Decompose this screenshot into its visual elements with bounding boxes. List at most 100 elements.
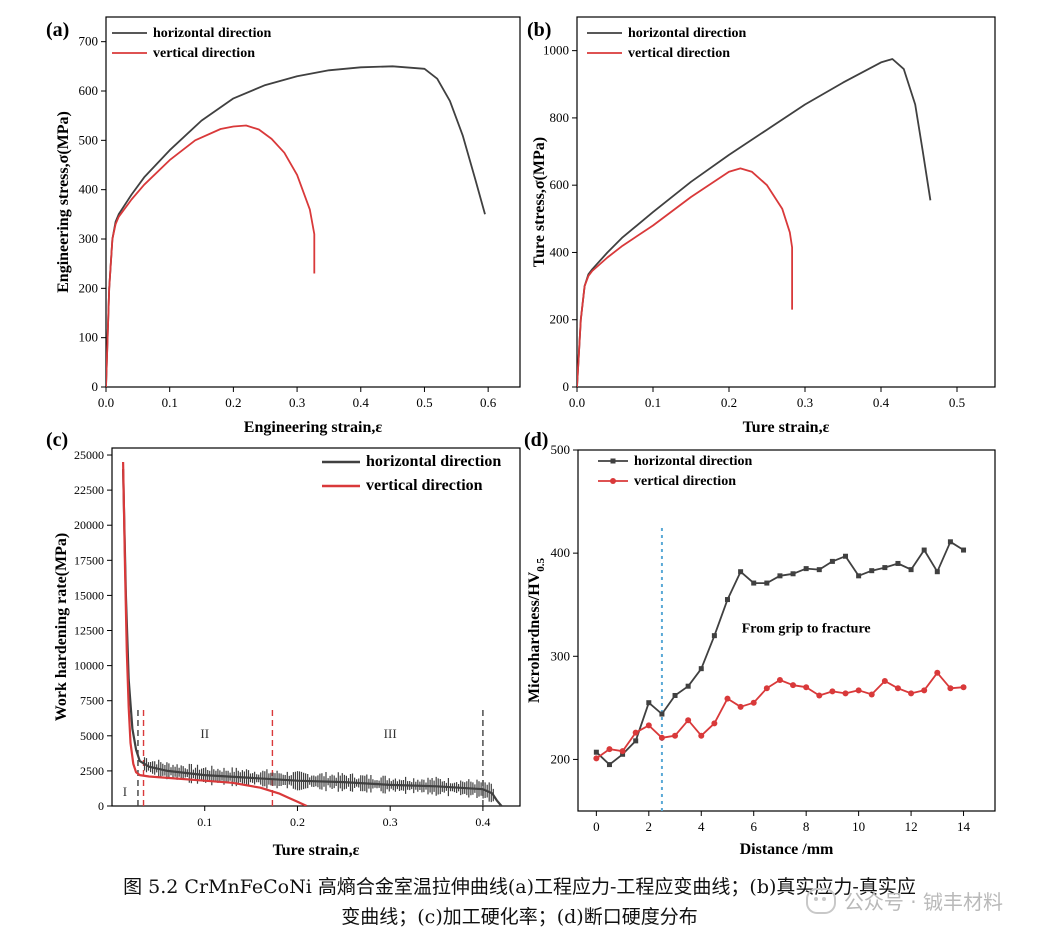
legend-marker-square (610, 458, 616, 464)
data-point-square (764, 580, 770, 586)
plot-frame (105, 16, 521, 388)
x-tick-label: 4 (698, 819, 705, 834)
data-point-circle (763, 685, 770, 692)
annotation-text: From grip to fracture (742, 622, 871, 637)
y-tick-label: 12500 (74, 624, 104, 638)
x-axis-label: Distance /mm (740, 841, 834, 858)
legend-label: vertical direction (366, 477, 483, 494)
y-tick-label: 17500 (74, 553, 104, 567)
y-tick-label: 500 (79, 132, 99, 147)
y-tick-label: 500 (551, 442, 571, 457)
data-point-circle (632, 729, 639, 736)
data-point-circle (855, 687, 862, 694)
y-tick-label: 300 (79, 231, 99, 246)
data-point-square (908, 567, 914, 573)
y-tick-label: 5000 (80, 729, 104, 743)
x-tick-label: 0.3 (383, 815, 398, 829)
data-point-circle (645, 722, 652, 729)
watermark-text: 公众号 · 铖丰材料 (843, 890, 1003, 914)
data-point-circle (894, 685, 901, 692)
y-tick-label: 400 (551, 545, 571, 560)
chart-panel-3: (c) 0.1 0.2 0.3 0.4 0 2500 5000 7500 10000 12500 15… (46, 429, 521, 859)
legend-label: vertical direction (634, 474, 736, 489)
data-point-circle (881, 678, 888, 685)
legend-marker-circle (610, 478, 616, 484)
data-point-circle (947, 685, 954, 692)
stage-label: I (123, 784, 127, 799)
data-point-circle (619, 748, 626, 755)
y-tick-label: 600 (550, 177, 570, 192)
series-line-2 (595, 671, 964, 760)
y-tick-label: 2500 (80, 764, 104, 778)
x-tick-label: 0 (593, 819, 600, 834)
wechat-icon (805, 887, 836, 914)
y-tick-label: 200 (550, 312, 570, 327)
series-line-2 (122, 461, 308, 806)
x-tick-label: 0.4 (475, 815, 490, 829)
x-tick-label: 12 (905, 819, 918, 834)
data-point-circle (816, 692, 823, 699)
caption-line-2: 变曲线；(c)加工硬化率；(d)断口硬度分布 (341, 906, 698, 928)
series-line-2 (106, 124, 316, 387)
data-point-circle (606, 746, 613, 753)
legend-label: horizontal direction (366, 453, 501, 470)
y-tick-label: 25000 (74, 448, 104, 462)
panel-label: (d) (524, 429, 548, 451)
data-point-circle (737, 703, 744, 710)
stage-label: III (384, 726, 397, 741)
data-point-square (921, 547, 927, 553)
legend-label: horizontal direction (634, 454, 753, 469)
x-tick-label: 0.1 (197, 815, 212, 829)
data-point-circle (698, 732, 705, 739)
data-point-square (659, 711, 665, 717)
stage-label: II (200, 726, 209, 741)
x-tick-label: 0.4 (353, 395, 370, 410)
figure-caption: 图 5.2 CrMnFeCoNi 高熵合金室温拉伸曲线(a)工程应力-工程应变曲… (0, 872, 1039, 932)
data-point-square (724, 597, 730, 603)
y-tick-label: 1000 (543, 43, 569, 58)
panel-label: (a) (46, 19, 69, 41)
data-point-square (593, 749, 599, 755)
x-tick-label: 0.0 (98, 395, 114, 410)
data-point-circle (803, 684, 810, 691)
x-tick-label: 8 (803, 819, 810, 834)
data-point-circle (593, 755, 600, 762)
chart-panel-1: (a) 0.0 0.1 0.2 0.3 0.4 0.5 0.6 0 100 200 300 400 500… (46, 16, 521, 436)
x-tick-label: 0.2 (721, 395, 737, 410)
data-point-square (961, 547, 967, 553)
data-point-circle (790, 682, 797, 689)
data-point-square (790, 571, 796, 577)
y-tick-label: 0 (563, 379, 570, 394)
data-point-circle (658, 734, 665, 741)
y-tick-label: 15000 (74, 588, 104, 602)
data-point-circle (750, 699, 757, 706)
x-tick-label: 0.5 (949, 395, 965, 410)
data-point-square (843, 553, 849, 559)
data-point-square (711, 633, 717, 639)
y-tick-label: 400 (550, 244, 570, 259)
data-point-square (633, 738, 639, 744)
y-tick-label: 600 (79, 83, 99, 98)
data-point-square (620, 751, 626, 757)
plot-frame (577, 449, 996, 812)
data-point-square (672, 692, 678, 698)
series-line-1 (122, 469, 503, 806)
data-point-circle (960, 684, 967, 691)
data-point-circle (921, 687, 928, 694)
x-tick-label: 14 (957, 819, 971, 834)
data-point-circle (711, 720, 718, 727)
y-tick-label: 800 (550, 110, 570, 125)
data-point-square (803, 566, 809, 572)
data-point-square (895, 560, 901, 566)
chart-panel-2: (b) 0.0 0.1 0.2 0.3 0.4 0.5 0 200 400 600 800 1000 Tu… (527, 16, 996, 436)
y-axis-label: Ture stress,σ(MPa) (531, 137, 548, 267)
y-axis-label: Work hardening rate(MPa) (53, 533, 70, 721)
y-tick-label: 0 (92, 379, 99, 394)
legend-label: vertical direction (153, 46, 255, 61)
data-point-square (698, 666, 704, 672)
y-axis-label-subscript: 0.5 (535, 557, 547, 571)
y-tick-label: 700 (79, 34, 99, 49)
y-tick-label: 200 (551, 751, 571, 766)
y-tick-label: 300 (551, 648, 571, 663)
y-tick-label: 7500 (80, 694, 104, 708)
